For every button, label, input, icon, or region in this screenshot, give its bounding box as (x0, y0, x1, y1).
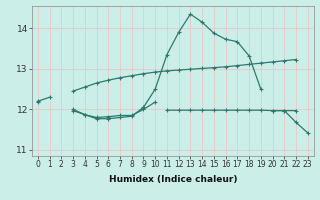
X-axis label: Humidex (Indice chaleur): Humidex (Indice chaleur) (108, 175, 237, 184)
